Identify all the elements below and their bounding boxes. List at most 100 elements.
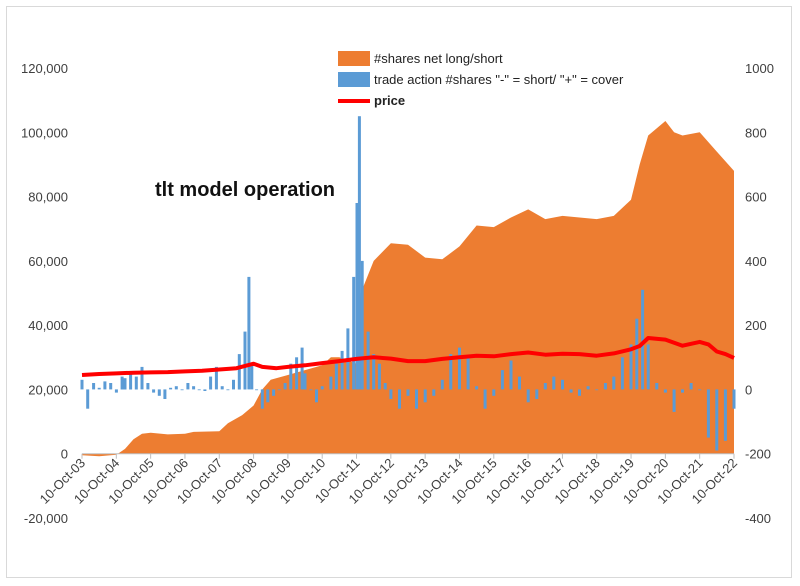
trade-action-bar	[232, 379, 235, 390]
trade-action-bar	[518, 376, 521, 390]
area-net-shares	[82, 121, 734, 457]
trade-action-bar	[655, 383, 659, 390]
trade-action-bar	[535, 389, 539, 399]
y-right-tick-label: 800	[745, 125, 767, 140]
trade-action-bar	[315, 389, 318, 403]
legend-swatch-net-shares	[338, 51, 370, 66]
trade-action-bar	[129, 371, 133, 390]
y-right-tick-label: -400	[745, 511, 771, 526]
trade-action-bar	[509, 360, 513, 390]
trade-action-bar	[250, 363, 254, 390]
trade-action-bar	[192, 386, 196, 390]
trade-action-bar	[309, 389, 313, 391]
y-left-tick-label: 100,000	[21, 125, 68, 140]
trade-action-bar	[543, 383, 547, 390]
legend-swatch-trade-action	[338, 72, 370, 87]
trade-action-bar	[366, 331, 370, 390]
trade-action-bar	[612, 376, 616, 390]
legend: #shares net long/short trade action #sha…	[338, 51, 624, 108]
y-left-tick-label: 20,000	[28, 382, 68, 397]
y-right-tick-label: 600	[745, 190, 767, 205]
trade-action-bar	[586, 386, 590, 390]
trade-action-bar	[123, 378, 127, 390]
trade-action-bar	[303, 373, 307, 390]
trade-action-bar	[466, 357, 470, 390]
trade-action-bar	[732, 389, 736, 409]
trade-action-bar	[620, 357, 624, 390]
trade-action-bar	[295, 357, 299, 390]
y-left-tick-label: 80,000	[28, 190, 68, 205]
trade-action-bar	[357, 116, 361, 390]
trade-action-bar	[646, 344, 650, 390]
trade-action-bar	[500, 370, 504, 390]
trade-action-bar	[352, 276, 356, 390]
trade-action-bar	[86, 389, 90, 409]
trade-action-bar	[80, 379, 84, 390]
trade-action-bar	[360, 260, 364, 390]
trade-action-bar	[272, 389, 276, 396]
trade-action-bar	[432, 389, 436, 396]
trade-action-bar	[197, 389, 201, 391]
trade-action-bar	[329, 376, 333, 390]
trade-action-bar	[157, 389, 161, 396]
trade-action-bar	[723, 389, 727, 441]
trade-action-bar	[334, 363, 338, 390]
y-right-tick-label: -200	[745, 447, 771, 462]
trade-action-bar	[552, 376, 556, 390]
trade-action-bar	[415, 389, 418, 409]
trade-action-bar	[214, 366, 218, 390]
trade-action-bar	[672, 389, 676, 412]
trade-action-bar	[715, 389, 719, 451]
trade-action-bar	[383, 383, 387, 390]
trade-action-bar	[209, 376, 213, 390]
trade-action-bar	[440, 379, 444, 390]
trade-action-bar	[483, 389, 487, 409]
trade-action-bar	[320, 386, 324, 390]
trade-action-bar	[603, 383, 607, 390]
trade-action-bar	[526, 389, 530, 403]
legend-label-trade-action: trade action #shares "-" = short/ "+" = …	[374, 72, 624, 87]
y-left-tick-label: 40,000	[28, 318, 68, 333]
trade-action-bar	[266, 389, 270, 403]
trade-action-bar	[134, 376, 138, 390]
trade-action-bar	[220, 386, 224, 390]
trade-action-bar	[398, 389, 401, 409]
trade-action-bar	[277, 389, 281, 391]
legend-label-price: price	[374, 93, 405, 108]
trade-action-bar	[289, 363, 293, 390]
y-right-tick-label: 200	[745, 318, 767, 333]
y-left-tick-label: -20,000	[24, 511, 68, 526]
chart-title: tlt model operation	[155, 179, 335, 201]
trade-action-bar	[377, 363, 381, 390]
trade-action-bar	[595, 389, 599, 391]
y-right-tick-label: 400	[745, 254, 767, 269]
trade-action-bar	[283, 383, 287, 390]
trade-action-bar	[97, 387, 101, 390]
trade-action-bar	[569, 389, 573, 393]
y-right-tick-label: 0	[745, 382, 752, 397]
trade-action-bar	[561, 379, 564, 390]
trade-action-bar	[140, 366, 144, 390]
trade-action-bar	[681, 389, 684, 393]
y-left-tick-label: 120,000	[21, 61, 68, 76]
trade-action-bar	[226, 389, 230, 391]
trade-action-bar	[340, 350, 344, 390]
trade-action-bar	[180, 389, 184, 391]
trade-action-bar	[663, 389, 667, 393]
trade-action-bar	[698, 389, 702, 391]
trade-action-bar	[152, 389, 156, 393]
trade-action-bar	[243, 331, 247, 390]
trade-action-bar	[423, 389, 427, 403]
trade-action-bar	[163, 389, 167, 399]
legend-label-net-shares: #shares net long/short	[374, 51, 503, 66]
trade-action-bar	[389, 389, 393, 399]
price-line	[81, 336, 735, 377]
trade-action-bar	[174, 386, 178, 390]
trade-action-bar	[92, 383, 96, 390]
trade-action-bar	[629, 344, 633, 390]
trade-action-bar	[475, 386, 479, 390]
trade-action-bar	[300, 347, 304, 390]
trade-action-bar	[260, 389, 264, 409]
trade-action-bar	[247, 276, 251, 390]
